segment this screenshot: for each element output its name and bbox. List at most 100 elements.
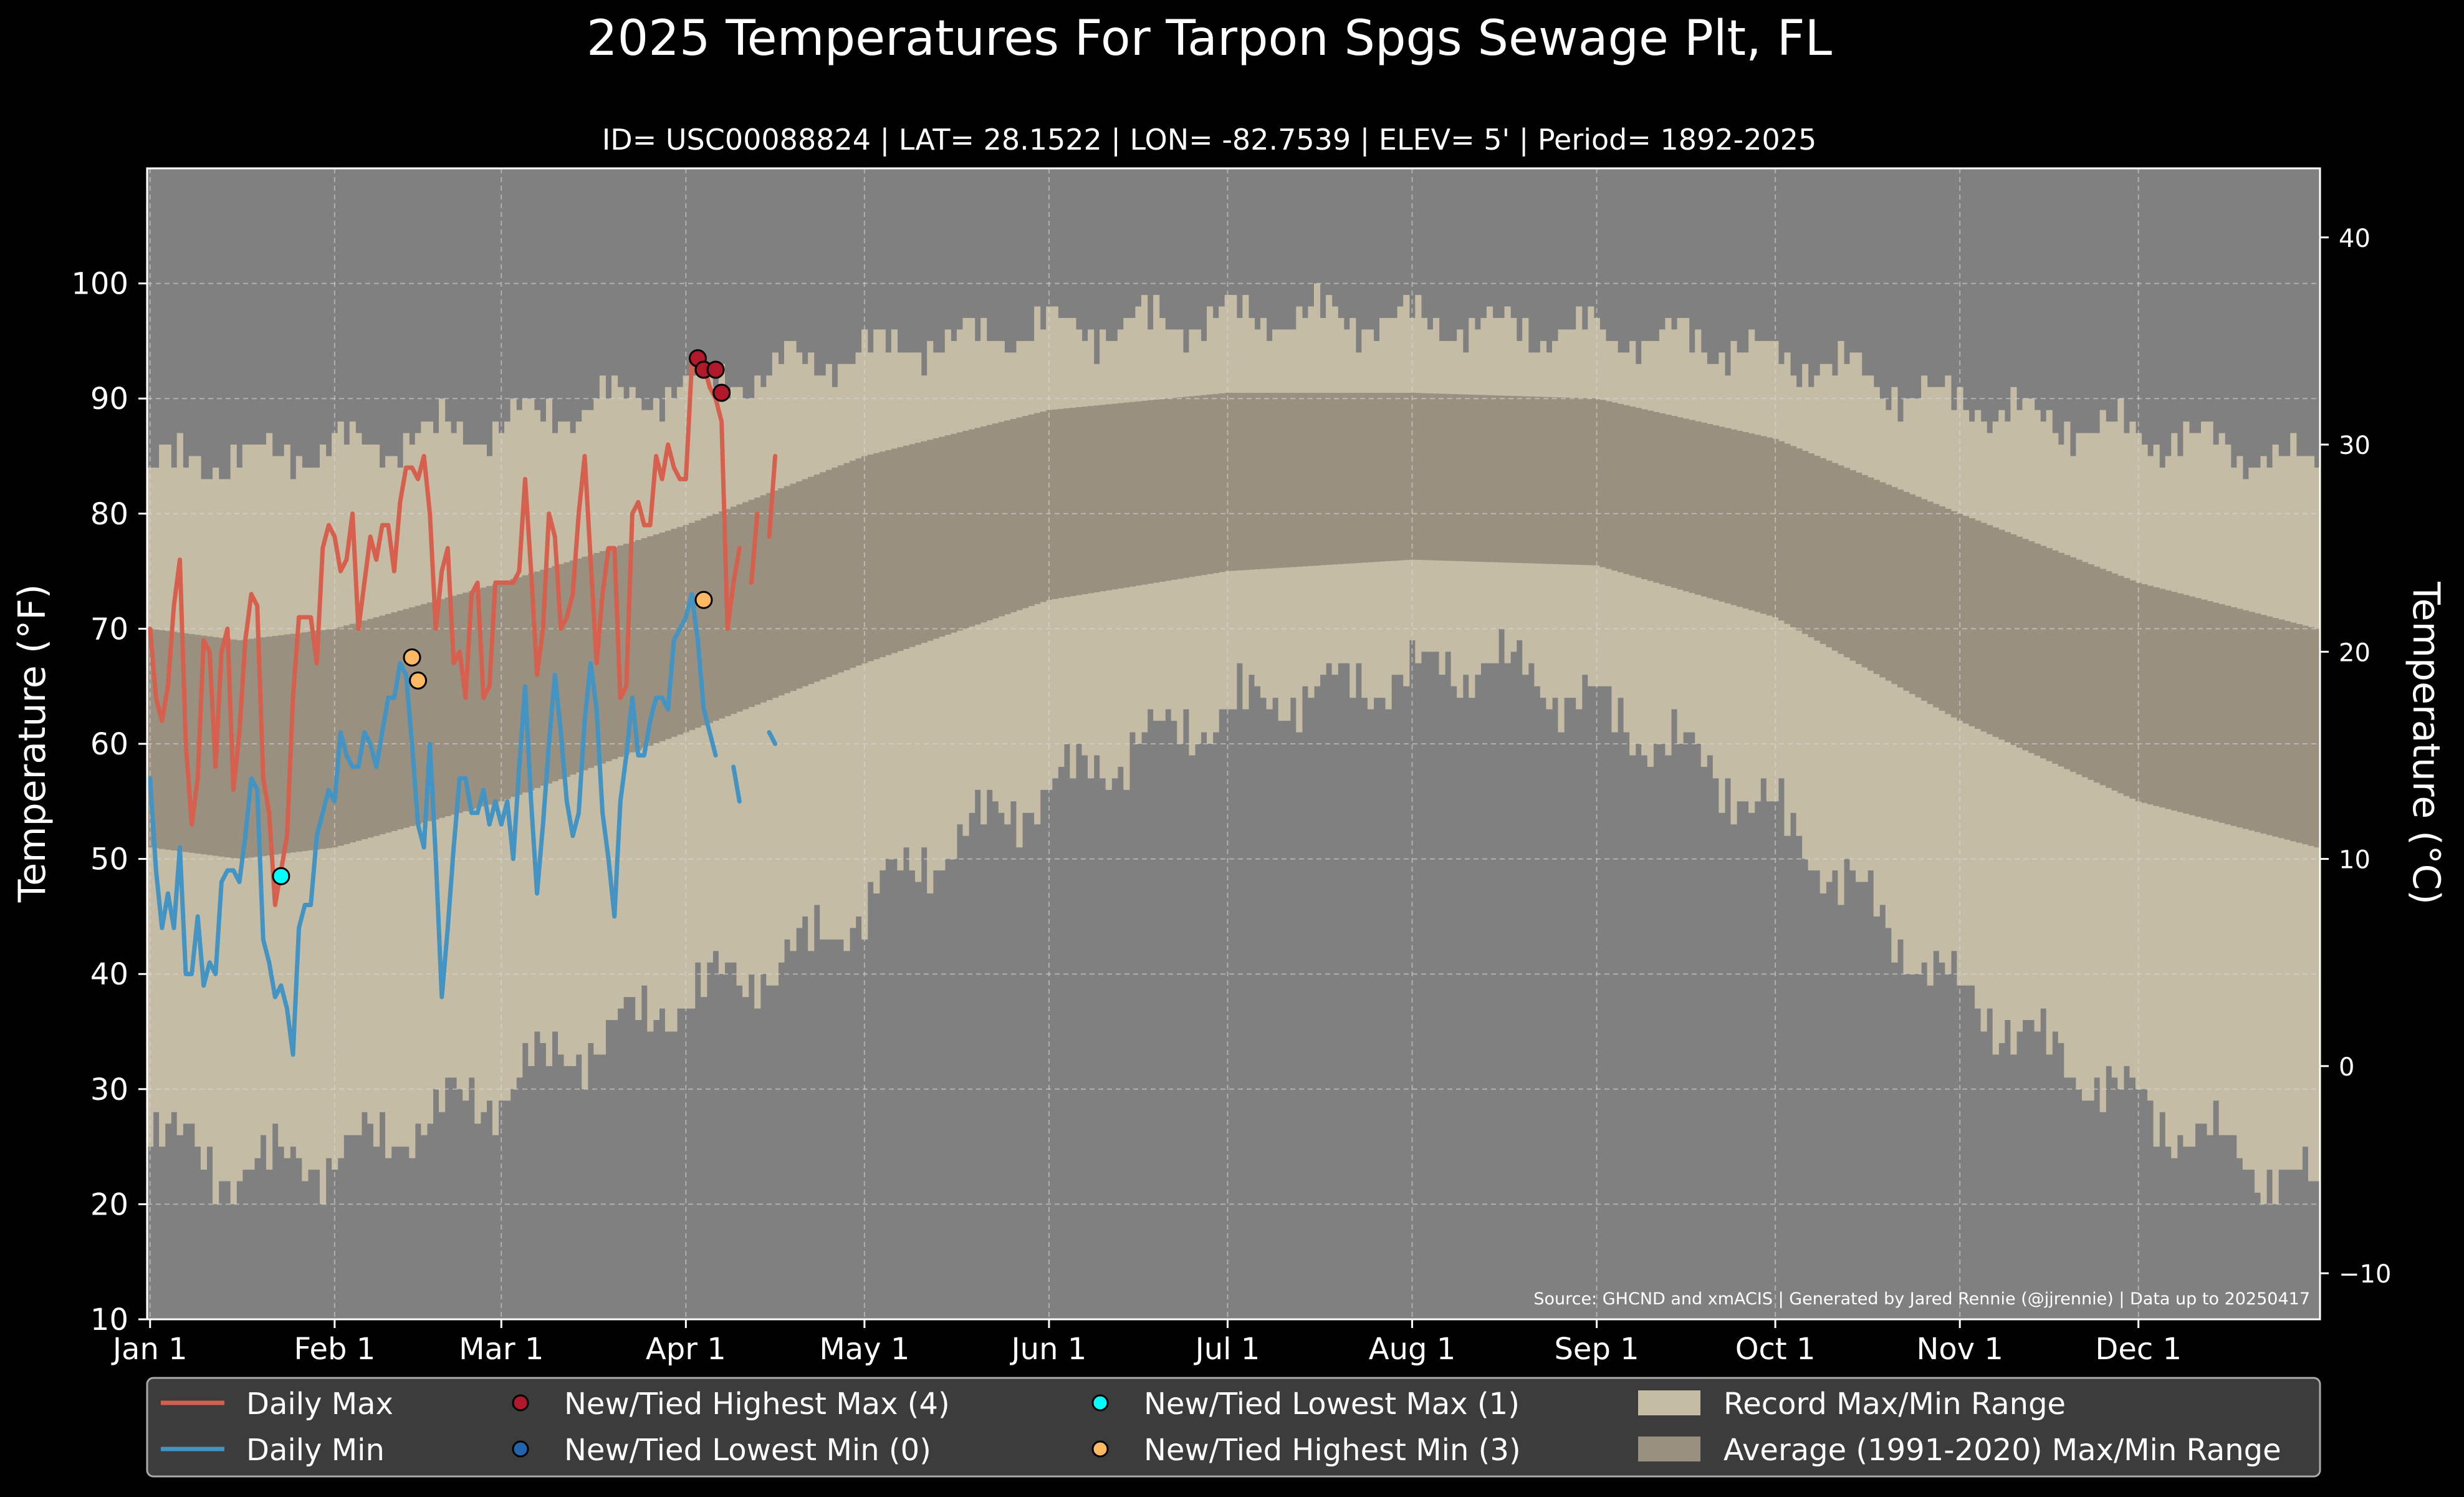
normal-range-bar <box>2052 550 2059 764</box>
normal-range-bar <box>790 483 797 691</box>
normal-range-bar <box>1570 398 1576 565</box>
normal-range-bar <box>302 632 309 851</box>
normal-range-bar <box>165 631 171 850</box>
normal-range-bar <box>2225 605 2232 825</box>
x-tick-label: May 1 <box>819 1332 909 1367</box>
normal-range-bar <box>784 486 791 693</box>
normal-range-bar <box>1629 407 1636 576</box>
normal-range-bar <box>1373 392 1380 562</box>
normal-range-bar <box>1611 402 1618 571</box>
normal-range-bar <box>796 481 803 689</box>
normal-range-bar <box>2278 619 2285 839</box>
plot-area: 10 20 30 40 50 60 70 80 90 100 −10 0 10 20 30 40 Jan 1 Fe… <box>71 167 2391 1367</box>
normal-range-bar <box>1123 402 1130 588</box>
normal-range-bar <box>451 595 458 815</box>
normal-range-bar <box>2236 609 2243 828</box>
normal-range-bar <box>1111 403 1118 590</box>
normal-range-bar <box>599 551 606 764</box>
normal-range-bar <box>1338 392 1345 564</box>
normal-range-bar <box>1070 407 1076 597</box>
normal-range-bar <box>998 421 1005 617</box>
legend: Daily Max New/Tied Highest Max (4) New/Tie… <box>146 1377 2321 1478</box>
y-tick-label: 80 <box>90 497 128 532</box>
normal-range-bar <box>1171 398 1177 580</box>
normal-range-bar <box>1516 396 1523 563</box>
normal-range-bar <box>1564 397 1571 565</box>
legend-item: Record Max/Min Range <box>1638 1387 2066 1422</box>
x-tick-label: Jun 1 <box>1010 1332 1087 1367</box>
normal-range-bar <box>266 637 273 855</box>
legend-item: Average (1991-2020) Max/Min Range <box>1638 1433 2281 1468</box>
normal-range-bar <box>468 590 475 810</box>
normal-range-bar <box>629 542 636 753</box>
normal-range-bar <box>278 635 285 854</box>
normal-range-bar <box>1040 412 1047 602</box>
normal-range-bar <box>1987 525 1993 734</box>
normal-range-bar <box>1343 392 1350 564</box>
normal-range-bar <box>1683 418 1690 592</box>
normal-range-bar <box>1885 484 1892 681</box>
normal-range-bar <box>325 629 332 849</box>
normal-range-bar <box>1671 416 1678 588</box>
y-tick-label: 10 <box>90 1302 128 1337</box>
normal-range-bar <box>349 623 356 843</box>
normal-range-bar <box>1695 421 1702 595</box>
normal-range-bar <box>1100 405 1106 592</box>
normal-range-bar <box>694 520 701 728</box>
normal-range-bar <box>1819 458 1826 644</box>
legend-label: Average (1991-2020) Max/Min Range <box>1723 1433 2281 1468</box>
normal-range-bar <box>820 472 827 680</box>
normal-range-bar <box>1457 394 1464 562</box>
x-tick-label: Nov 1 <box>1916 1332 2003 1367</box>
normal-range-bar <box>1397 392 1404 561</box>
normal-range-bar <box>1248 392 1255 570</box>
normal-range-bar <box>1290 392 1297 567</box>
normal-range-bar <box>1445 393 1452 561</box>
normal-range-bar <box>754 497 761 705</box>
series-segment <box>148 362 742 907</box>
normal-range-bar <box>1153 400 1160 583</box>
normal-range-bar <box>272 635 279 855</box>
normal-range-bar <box>1802 451 1809 634</box>
normal-range-bar <box>1016 417 1023 610</box>
normal-range-bar <box>855 458 862 666</box>
normal-range-bar <box>171 632 178 851</box>
normal-range-bar <box>1105 404 1112 590</box>
normal-range-bar <box>1927 501 1934 705</box>
legend-dot-swatch <box>1091 1440 1109 1458</box>
normal-range-bar <box>575 558 582 773</box>
normal-range-bar <box>1897 489 1904 688</box>
normal-range-bar <box>2200 599 2208 819</box>
normal-range-bar <box>903 445 910 649</box>
normal-range-bar <box>563 562 570 777</box>
normal-range-bar <box>1034 413 1041 604</box>
normal-range-bar <box>1528 396 1535 564</box>
normal-range-bar <box>444 597 451 817</box>
normal-range-bar <box>1814 455 1821 641</box>
normal-range-bar <box>492 584 499 803</box>
normal-range-bar <box>2010 534 2017 745</box>
normal-range-bar <box>1272 392 1279 569</box>
daily-min-line <box>148 592 778 1057</box>
normal-range-bar <box>1182 397 1189 578</box>
normal-range-bar <box>832 467 838 675</box>
normal-range-bar <box>159 630 166 849</box>
normal-range-bar <box>463 592 469 812</box>
x-tick-label: Aug 1 <box>1369 1332 1456 1367</box>
y-tick-label: 90 <box>90 382 128 416</box>
legend-box <box>146 1377 2321 1478</box>
normal-range-bar <box>486 585 493 805</box>
legend-label: Daily Max <box>246 1387 393 1422</box>
normal-range-bar <box>1510 396 1517 563</box>
normal-range-bar <box>1486 395 1493 562</box>
normal-range-bar <box>2069 557 2077 772</box>
normal-range-bar <box>1462 394 1469 562</box>
normal-range-bar <box>1093 405 1100 592</box>
normal-range-bar <box>671 529 678 737</box>
normal-range-bar <box>200 635 208 855</box>
normal-range-bar <box>307 632 315 850</box>
normal-range-bar <box>867 455 874 662</box>
legend-patch-swatch <box>1638 1390 1700 1415</box>
normal-range-bar <box>1474 395 1481 562</box>
legend-label: New/Tied Highest Min (3) <box>1144 1433 1521 1468</box>
